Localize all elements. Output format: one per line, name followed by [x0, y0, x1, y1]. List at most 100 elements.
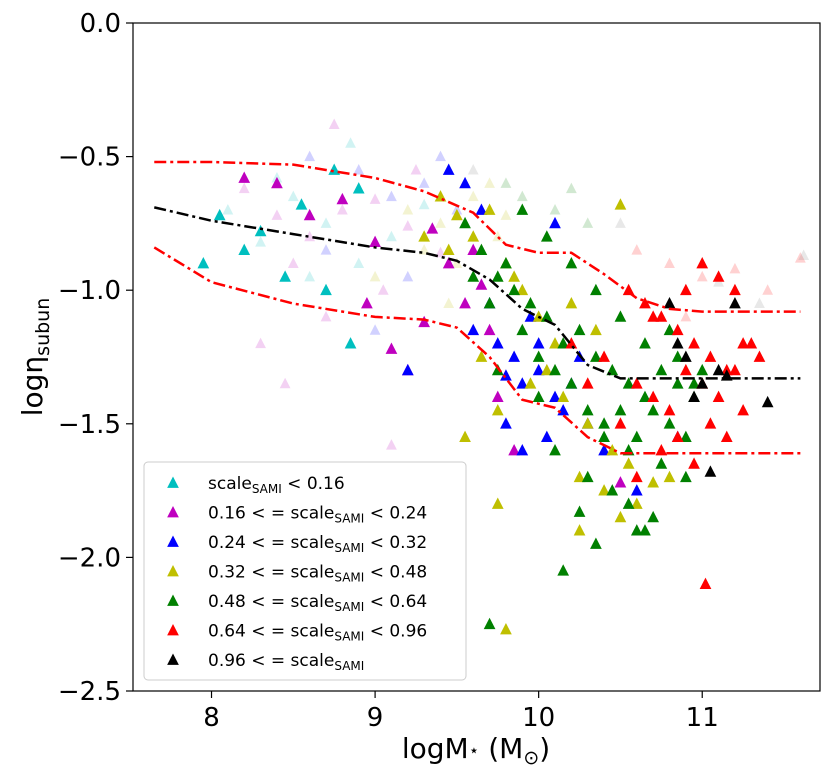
data-point-green: [696, 363, 709, 376]
data-point-blue: [467, 323, 480, 336]
data-point-green: [549, 444, 561, 456]
data-point-black: [712, 363, 725, 376]
legend-label-part: scale: [208, 474, 252, 494]
data-point-black: [688, 390, 700, 402]
faint-point: [696, 270, 708, 282]
faint-point: [500, 177, 512, 188]
faint-point: [386, 190, 397, 202]
line-upper-bound: [154, 160, 801, 313]
legend-box: [143, 461, 467, 681]
faint-point: [631, 244, 643, 255]
data-point-green: [467, 270, 480, 282]
faint-point: [664, 257, 675, 268]
legend-label-part: 0.16 < = scale: [208, 504, 334, 524]
data-point-yellow: [467, 230, 480, 242]
data-point-magenta: [336, 192, 349, 205]
data-point-yellow: [516, 283, 529, 296]
data-point-green: [557, 564, 570, 576]
legend-marker-yellow: [167, 565, 179, 577]
data-point-magenta: [475, 278, 488, 290]
legend-label-part: 0.24 < = scale: [208, 533, 334, 553]
data-point-red: [639, 297, 651, 309]
data-point-blue: [549, 390, 561, 402]
data-point-blue: [598, 444, 610, 456]
faint-point: [680, 310, 692, 322]
data-point-magenta: [426, 222, 439, 234]
legend-marker-red: [167, 624, 179, 636]
data-point-magenta: [271, 176, 283, 189]
data-point-black: [704, 465, 717, 477]
faint-point: [336, 204, 348, 215]
data-point-blue: [491, 337, 504, 349]
data-point-green: [581, 403, 594, 416]
data-point-green: [540, 230, 553, 242]
data-point-green: [663, 417, 676, 429]
data-point-red: [712, 390, 725, 402]
data-point-green: [540, 310, 553, 322]
legend-label-subscript: SAMI: [252, 482, 282, 496]
legend-marker-magenta: [167, 506, 179, 518]
data-point-yellow: [475, 350, 488, 362]
faint-point: [402, 204, 414, 215]
data-point-red: [729, 283, 741, 296]
data-point-red: [655, 310, 668, 322]
faint-point: [500, 209, 512, 220]
faint-point: [328, 118, 340, 130]
faint-point: [353, 257, 365, 268]
legend-label-red: 0.64 < = scaleSAMI < 0.96: [208, 622, 427, 644]
faint-point: [255, 337, 266, 349]
faint-point: [386, 439, 397, 450]
data-point-magenta: [303, 208, 316, 221]
data-point-green: [524, 297, 537, 309]
faint-point: [320, 217, 332, 228]
y-axis-label: logηsubun: [16, 298, 54, 417]
legend-label-part: < 0.96: [364, 622, 427, 642]
data-point-red: [647, 390, 660, 402]
y-tick-label: −1.5: [58, 410, 121, 440]
data-point-black: [729, 297, 741, 309]
data-point-green: [483, 617, 496, 630]
data-point-green: [598, 417, 610, 429]
data-point-green: [581, 470, 594, 483]
faint-point: [304, 230, 316, 242]
faint-point: [345, 137, 356, 148]
faint-point: [304, 270, 316, 282]
data-point-yellow: [483, 203, 496, 215]
faint-point: [369, 270, 381, 282]
data-point-red: [581, 377, 594, 389]
legend-label-yellow: 0.32 < = scaleSAMI < 0.48: [208, 563, 427, 585]
data-point-magenta: [369, 235, 381, 247]
data-point-black: [761, 395, 774, 408]
data-point-cyan: [213, 208, 226, 221]
data-point-magenta: [361, 297, 373, 309]
data-point-green: [516, 323, 529, 336]
data-point-green: [590, 537, 602, 549]
legend-label-blue: 0.24 < = scaleSAMI < 0.32: [208, 533, 427, 555]
data-point-green: [590, 283, 602, 296]
data-point-yellow: [663, 470, 676, 483]
data-point-magenta: [385, 342, 398, 354]
plot-frame: [132, 22, 821, 692]
data-point-red: [704, 417, 717, 429]
data-point-yellow: [573, 470, 586, 483]
data-point-green: [671, 377, 684, 389]
data-point-green: [565, 256, 578, 269]
data-point-green: [475, 243, 488, 255]
data-point-green: [565, 377, 578, 389]
data-point-yellow: [630, 497, 643, 509]
data-point-red: [614, 417, 627, 429]
data-point-red: [647, 310, 660, 322]
legend-label-subscript: SAMI: [334, 512, 364, 526]
x-axis-label: logM⋆ (M⊙): [402, 732, 550, 769]
data-point-red: [663, 403, 676, 416]
legend-marker-black: [167, 653, 179, 665]
data-point-green: [680, 430, 692, 443]
data-point-cyan: [320, 283, 332, 296]
legend-marker-green: [167, 594, 179, 606]
legend-label-part: 0.48 < = scale: [208, 592, 334, 612]
data-point-blue: [516, 444, 529, 456]
data-point-red: [712, 270, 725, 282]
faint-point: [435, 217, 446, 228]
faint-point: [369, 193, 381, 204]
faint-point: [582, 217, 594, 228]
